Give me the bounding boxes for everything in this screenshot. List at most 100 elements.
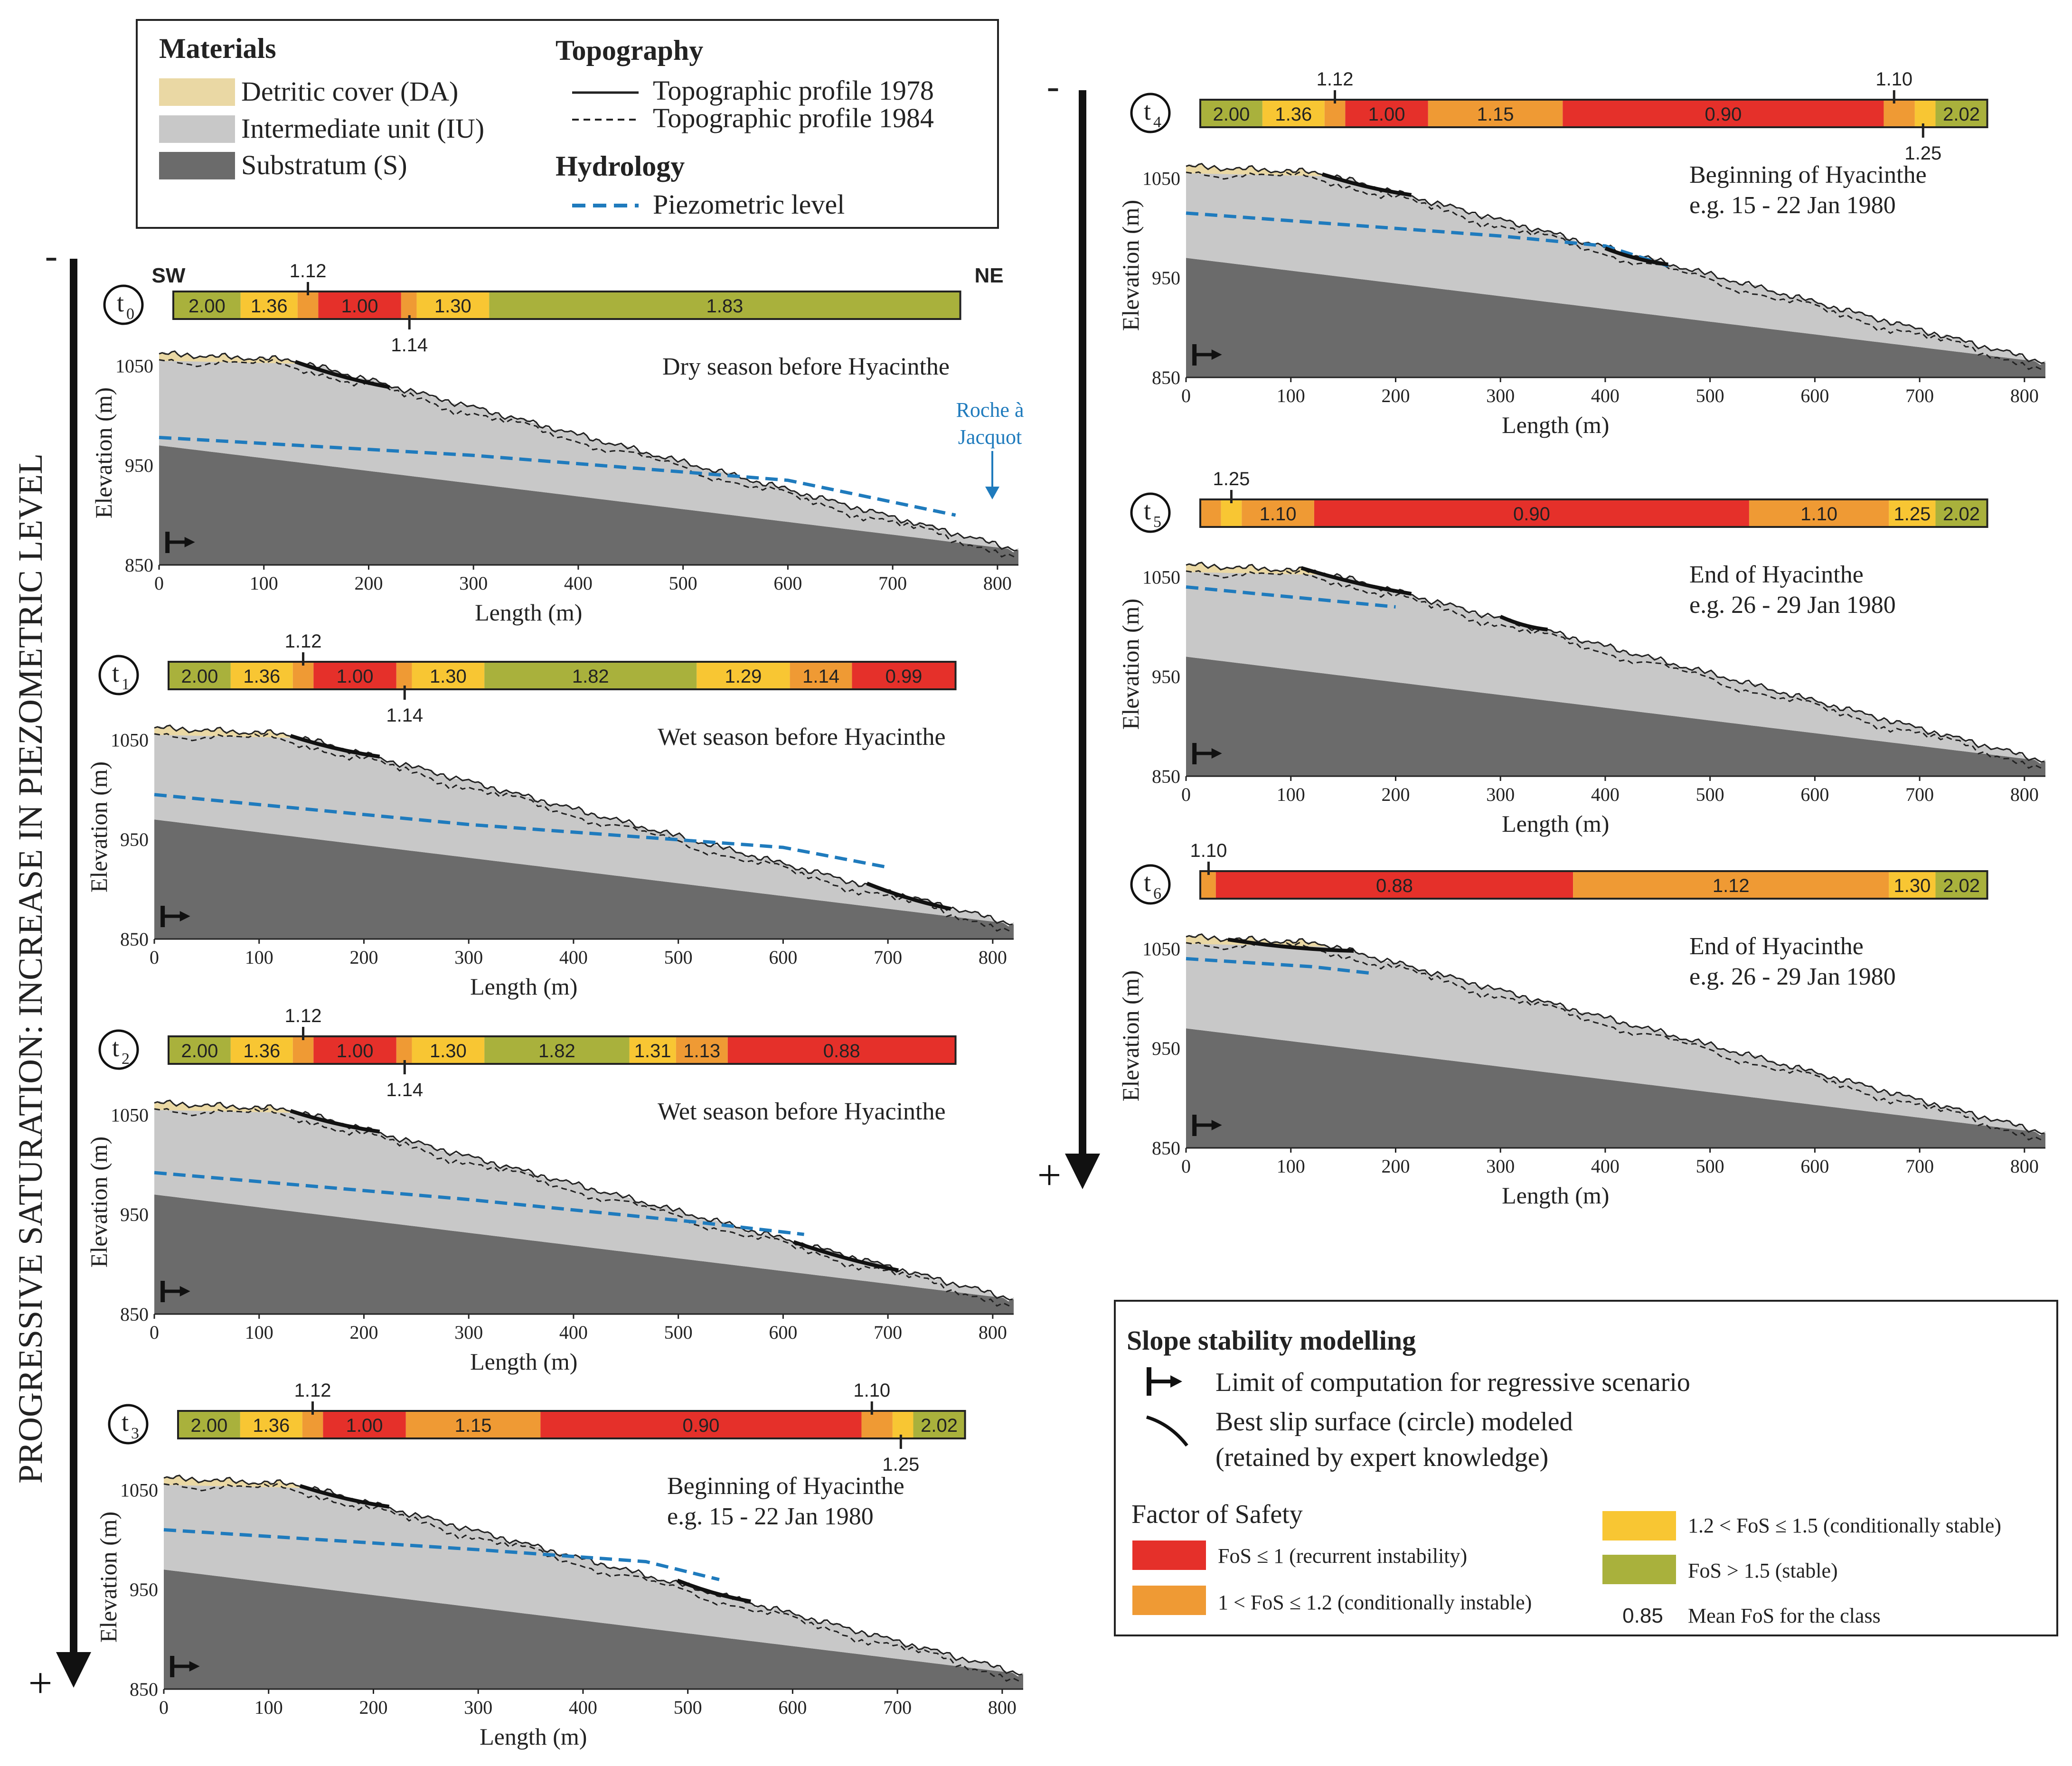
x-tick-label: 400	[559, 1322, 588, 1343]
fos-segment	[396, 662, 412, 689]
piezometric-level	[159, 435, 956, 517]
fos-segment	[292, 662, 314, 689]
fos-title: Factor of Safety	[1131, 1500, 1303, 1529]
time-badge-letter: t	[112, 659, 119, 687]
intermediate-layer	[1186, 163, 2045, 365]
fos-segment-label: 1.10	[1260, 504, 1297, 525]
saturation-arrow-right: - +	[1037, 66, 1100, 1199]
topo-profile-1984	[159, 358, 1015, 558]
fos-segment	[852, 662, 956, 689]
fos-swatch-yellow	[1602, 1511, 1676, 1541]
arrow-left-head	[56, 1652, 91, 1688]
fos-segment	[240, 291, 298, 319]
legend-top-frame	[136, 19, 999, 229]
fos-segment-label: 1.25	[1894, 504, 1931, 525]
fos-segment	[1935, 871, 1987, 899]
detritic-cover-layer	[159, 351, 301, 364]
fos-segment	[540, 1411, 862, 1438]
y-axis-label: Elevation (m)	[1117, 599, 1144, 730]
fos-segment	[318, 291, 401, 319]
x-tick-label: 200	[349, 947, 378, 968]
fos-segment	[697, 662, 790, 689]
fos-segment	[405, 1411, 541, 1438]
panel-t6: 0 100 200 300 400 500 600 700 800 Length (m) 850 95…	[1117, 840, 2045, 1209]
fos-segment	[1935, 100, 1987, 127]
fos-segment-label: 1.30	[430, 1041, 467, 1061]
computation-limit-icon	[160, 1281, 190, 1302]
x-tick-label: 500	[1696, 784, 1724, 805]
panel-caption: End of Hyacinthe	[1689, 933, 1864, 960]
y-tick-label: 1050	[1142, 168, 1180, 189]
x-tick-label: 200	[1381, 784, 1410, 805]
y-tick-label: 1050	[111, 729, 149, 751]
arrow-right-minus: -	[1047, 66, 1060, 107]
x-axis-label: Length (m)	[475, 599, 582, 626]
fos-swatch-red	[1132, 1541, 1206, 1570]
fos-marker-label: 1.12	[294, 1380, 331, 1401]
fos-marker-label: 1.12	[290, 261, 327, 282]
slip-surface	[793, 1240, 899, 1272]
fos-marker-label: 1.25	[1213, 469, 1250, 489]
fos-segment	[1563, 100, 1884, 127]
fos-segment	[1262, 100, 1325, 127]
y-axis-label: Elevation (m)	[85, 761, 112, 892]
detritic-cover-layer	[1186, 163, 1328, 177]
panel-caption: e.g. 15 - 22 Jan 1980	[1689, 192, 1896, 219]
fos-segment-label: 1.00	[337, 1041, 374, 1061]
y-tick-label: 850	[125, 554, 153, 576]
slip-label-2: (retained by expert knowledge)	[1215, 1443, 1548, 1472]
x-tick-label: 300	[454, 947, 483, 968]
fos-segment-label: 1.36	[243, 1041, 280, 1061]
time-badge-sub: 3	[131, 1425, 139, 1442]
fos-segment-label: 0.99	[885, 666, 923, 687]
fos-segment	[396, 1036, 412, 1064]
y-axis-label: Elevation (m)	[95, 1512, 122, 1643]
fos-segment	[313, 662, 396, 689]
x-tick-label: 700	[883, 1697, 912, 1718]
fos-marker-label: 1.14	[391, 335, 428, 356]
y-tick-label: 950	[1152, 666, 1180, 687]
fos-segment	[489, 291, 961, 319]
x-tick-label: 100	[250, 573, 278, 594]
fos-segment	[323, 1411, 406, 1438]
fos-segment	[178, 1411, 240, 1438]
piezometric-level	[154, 1171, 804, 1236]
x-tick-label: 700	[878, 573, 907, 594]
x-axis-label: Length (m)	[470, 973, 577, 1000]
fos-segment-label: 2.00	[181, 1041, 218, 1061]
fos-segment-label: 1.36	[253, 1415, 290, 1436]
slip-surface	[677, 1578, 751, 1604]
substratum-layer	[154, 819, 1014, 939]
computation-limit-icon	[1192, 344, 1222, 366]
y-tick-label: 1050	[1142, 938, 1180, 959]
time-badge-letter: t	[122, 1408, 129, 1437]
fos-segment-label: 1.00	[337, 666, 374, 687]
fos-segment-label: 0.90	[1705, 104, 1742, 125]
panel-caption: Wet season before Hyacinthe	[658, 1098, 946, 1125]
fos-segment-label: 1.82	[572, 666, 609, 687]
x-tick-label: 300	[1486, 385, 1515, 406]
substratum-layer	[1186, 258, 2045, 377]
fos-segment	[1221, 499, 1242, 527]
x-tick-label: 500	[664, 947, 693, 968]
fos-segment	[629, 1036, 676, 1064]
fos-label-red: FoS ≤ 1 (recurrent instability)	[1218, 1544, 1467, 1568]
roche-arrow-head	[985, 487, 999, 499]
x-tick-label: 100	[1277, 784, 1305, 805]
fos-segment	[313, 1036, 396, 1064]
fos-segment	[1200, 100, 1262, 127]
orientation-ne: NE	[974, 264, 1003, 287]
fos-segment-label: 1.12	[1713, 875, 1750, 896]
x-tick-label: 400	[559, 947, 588, 968]
roche-a-jacquot-annotation: Roche à Jacquot	[956, 398, 1024, 499]
y-axis-label: Elevation (m)	[1117, 970, 1144, 1101]
x-tick-label: 800	[988, 1697, 1017, 1718]
fos-segment	[240, 1411, 302, 1438]
computation-limit-icon	[170, 1656, 200, 1677]
fos-segment	[1314, 499, 1749, 527]
